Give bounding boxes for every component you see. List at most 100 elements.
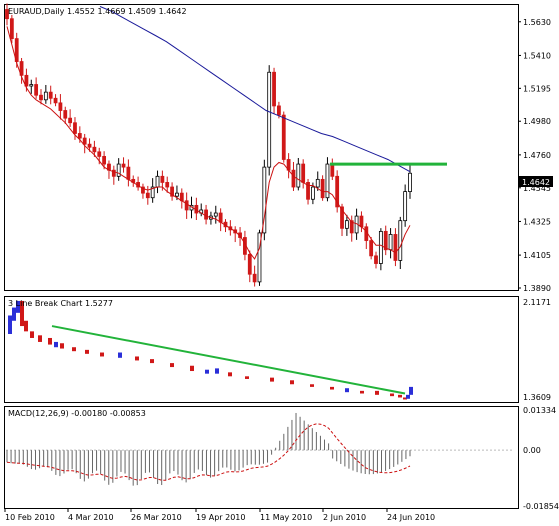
macd-header: MACD(12,26,9) -0.00180 -0.00853 <box>8 409 146 418</box>
line-break-brick <box>409 386 413 395</box>
line-break-brick <box>54 341 58 348</box>
candle-body <box>257 232 262 283</box>
candle-body <box>349 220 354 234</box>
candle-body <box>126 166 131 180</box>
price-tick-label: 1.3890 <box>523 284 551 293</box>
time-tick-label: 4 Mar 2010 <box>68 513 114 522</box>
macd-signal-line <box>6 423 411 481</box>
line-break-brick <box>8 315 12 334</box>
candle-body <box>369 240 374 257</box>
candle-body <box>344 220 349 229</box>
candle-body <box>63 110 68 119</box>
candle-body <box>29 84 34 87</box>
line-break-brick <box>135 356 139 361</box>
candle-body <box>39 94 43 101</box>
line-break-brick <box>30 331 34 338</box>
candle-body <box>92 146 97 153</box>
three-line-break-axis: 2.1171 1.3609 <box>523 298 551 402</box>
candle-body <box>218 212 223 223</box>
candle-body <box>77 133 82 139</box>
candle-body <box>374 255 378 264</box>
candle-body <box>204 209 208 220</box>
line-break-brick <box>245 376 249 379</box>
candle-body <box>34 84 39 96</box>
candle-body <box>262 166 267 234</box>
candle-body <box>155 175 160 188</box>
line-break-brick <box>290 380 294 385</box>
line-break-brick <box>100 352 104 357</box>
time-tick-label: 11 May 2010 <box>260 513 312 522</box>
line-break-brick <box>390 393 394 397</box>
candle-body <box>97 151 102 157</box>
candle-body <box>252 273 257 283</box>
candle-body <box>408 172 412 193</box>
price-tick-label: 1.5410 <box>523 51 551 60</box>
candle-body <box>213 212 218 217</box>
line-break-brick <box>85 349 89 354</box>
line-break-brick <box>375 390 379 395</box>
candle-body <box>393 234 398 261</box>
main-panel-frame <box>4 4 519 291</box>
three-line-break-header: 3 Line Break Chart 1.5277 <box>8 299 113 308</box>
line-break-brick <box>24 320 28 332</box>
candle-body <box>359 215 364 228</box>
candle-body <box>150 186 155 199</box>
tlb-tick-label: 1.3609 <box>523 393 551 402</box>
candle-body <box>184 200 189 211</box>
trendline[interactable] <box>51 325 406 395</box>
candle-body <box>170 186 174 197</box>
candle-body <box>53 97 58 104</box>
candle-body <box>247 253 252 275</box>
candle-body <box>272 71 276 107</box>
candle-body <box>116 163 121 177</box>
main-header: EURAUD,Daily 1.4552 1.4669 1.4509 1.4642 <box>8 7 187 16</box>
ma_fast-line <box>6 26 411 260</box>
ma_slow-line <box>99 6 411 173</box>
line-break-brick <box>48 337 52 345</box>
candle-body <box>175 192 179 197</box>
candle-body <box>102 156 107 165</box>
candle-body <box>291 169 296 188</box>
candle-body <box>398 220 403 261</box>
candle-body <box>145 192 150 199</box>
candle-body <box>330 163 335 177</box>
last-price-label: 1.4642 <box>522 178 550 187</box>
candle-body <box>378 230 383 264</box>
candle-body <box>306 182 310 200</box>
price-tick-label: 1.4325 <box>523 217 551 226</box>
candle-body <box>165 182 170 188</box>
three-line-break-panel[interactable] <box>8 300 413 400</box>
macd-tick-label: -0.01854 <box>523 502 559 511</box>
candle-body <box>325 163 330 199</box>
candle-body <box>43 91 48 101</box>
candle-body <box>277 105 281 116</box>
price-tick-label: 1.4545 <box>523 184 551 193</box>
line-break-brick <box>118 352 122 358</box>
price-tick-label: 1.4105 <box>523 251 551 260</box>
time-tick-label: 26 Mar 2010 <box>131 513 182 522</box>
time-tick-label: 2 Jun 2010 <box>323 513 366 522</box>
three-line-break-panel-frame <box>4 296 519 403</box>
candle-body <box>9 18 14 40</box>
candle-body <box>160 175 165 183</box>
line-break-brick <box>190 365 194 372</box>
line-break-brick <box>406 394 410 399</box>
candle-body <box>320 178 325 199</box>
line-break-brick <box>310 384 314 387</box>
candle-body <box>82 137 87 145</box>
line-break-brick <box>60 343 64 349</box>
line-break-brick <box>150 359 154 364</box>
candle-body <box>301 163 306 183</box>
line-break-brick <box>215 368 219 374</box>
line-break-brick <box>20 300 24 327</box>
price-axis: 1.5630 1.5410 1.5195 1.4980 1.4760 1.4545 1.43… <box>518 18 551 293</box>
candle-body <box>403 191 408 222</box>
main-price-panel[interactable] <box>5 3 448 287</box>
tlb-tick-label: 2.1171 <box>523 298 551 307</box>
candle-body <box>335 175 340 208</box>
candle-body <box>296 163 301 188</box>
candle-body <box>111 169 116 177</box>
line-break-brick <box>403 397 407 400</box>
macd-panel[interactable] <box>6 412 514 486</box>
